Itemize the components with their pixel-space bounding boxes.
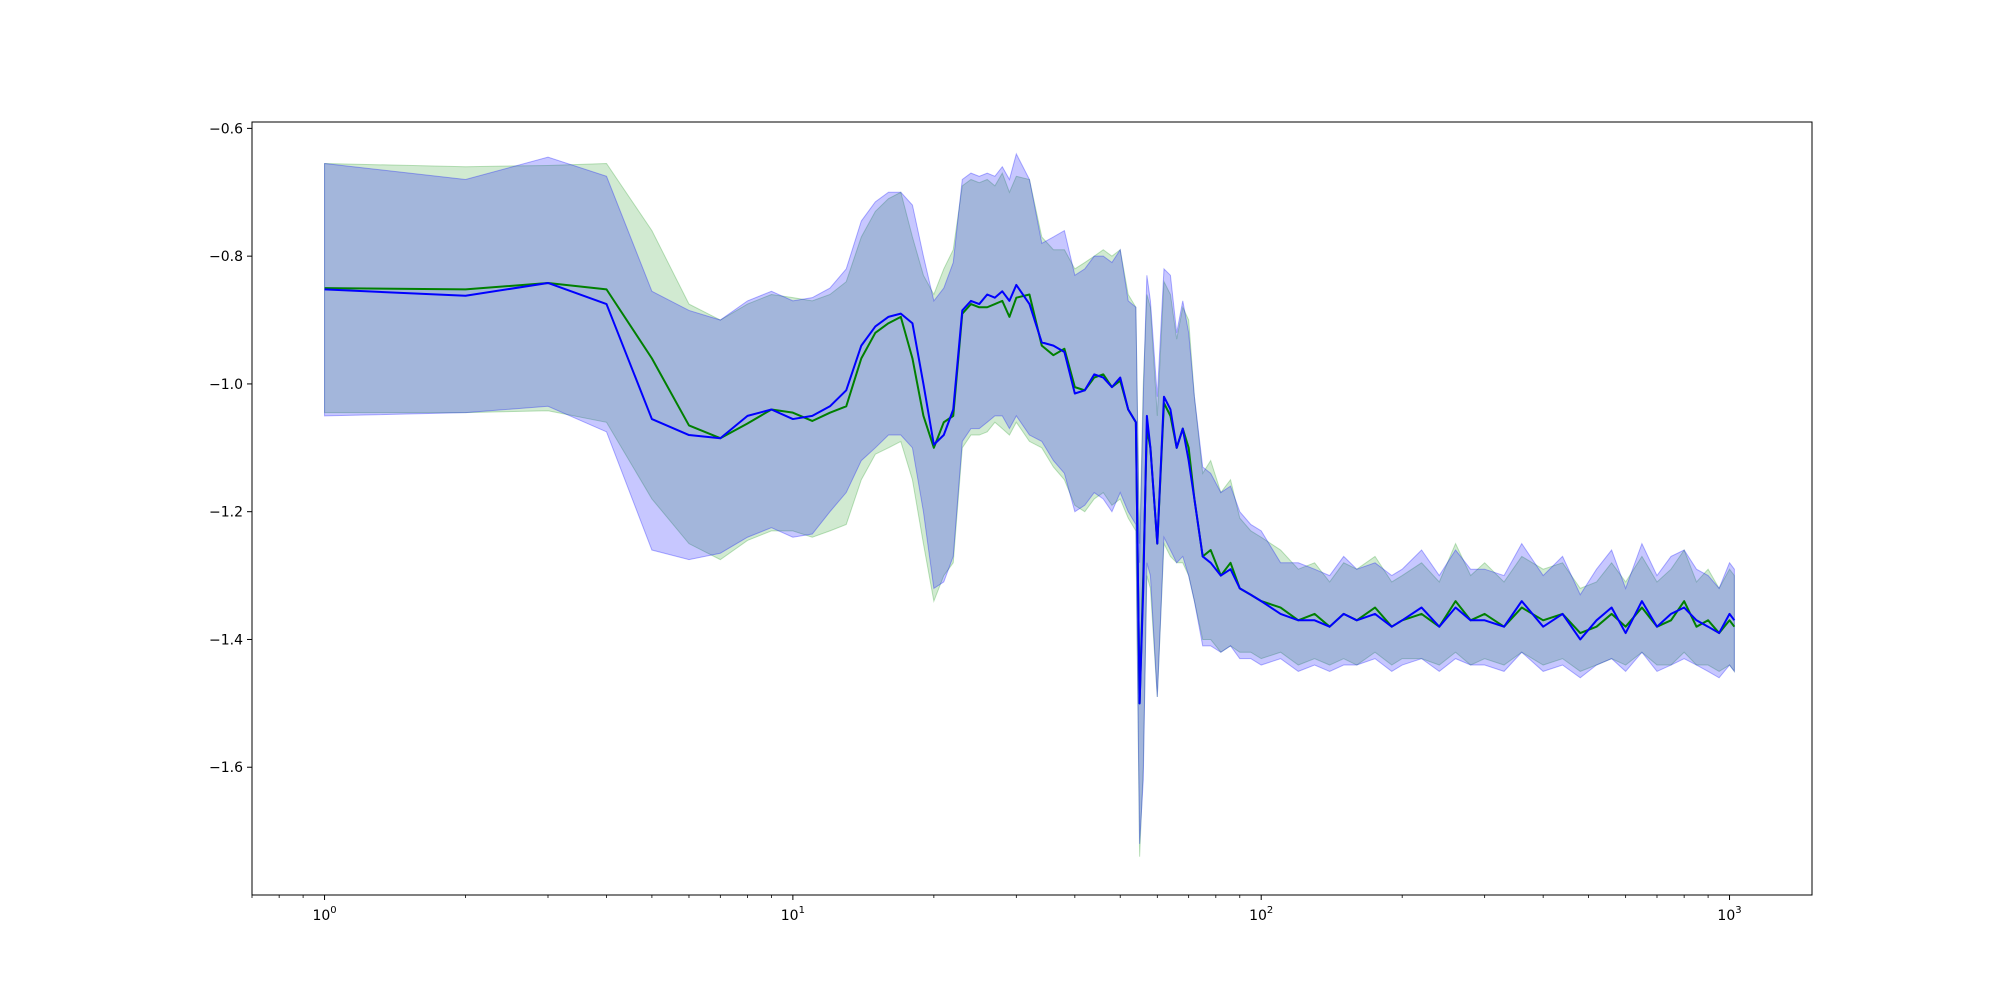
plot-area — [324, 152, 1736, 857]
y-tick-label: −1.6 — [209, 760, 243, 776]
series-2-line — [324, 281, 1736, 705]
plot-frame — [251, 121, 1813, 896]
series-2-band — [324, 152, 1735, 844]
x-tick-label: 102 — [1249, 905, 1273, 924]
x-tick-label: 101 — [781, 905, 805, 924]
x-tick-label: 100 — [312, 905, 336, 924]
y-tick-label: −1.2 — [209, 505, 243, 521]
y-tick-label: −0.6 — [209, 121, 243, 137]
series-group — [324, 152, 1736, 857]
y-tick-label: −1.0 — [209, 377, 243, 393]
x-tick-label: 103 — [1717, 905, 1741, 924]
y-tick-label: −1.4 — [209, 632, 243, 648]
axes: −0.6 −0.8 −1.0 −1.2 −1.4 −1.6 100 101 102 103 — [209, 121, 1813, 924]
series-1-band — [324, 163, 1735, 857]
y-tick-label: −0.8 — [209, 249, 243, 265]
